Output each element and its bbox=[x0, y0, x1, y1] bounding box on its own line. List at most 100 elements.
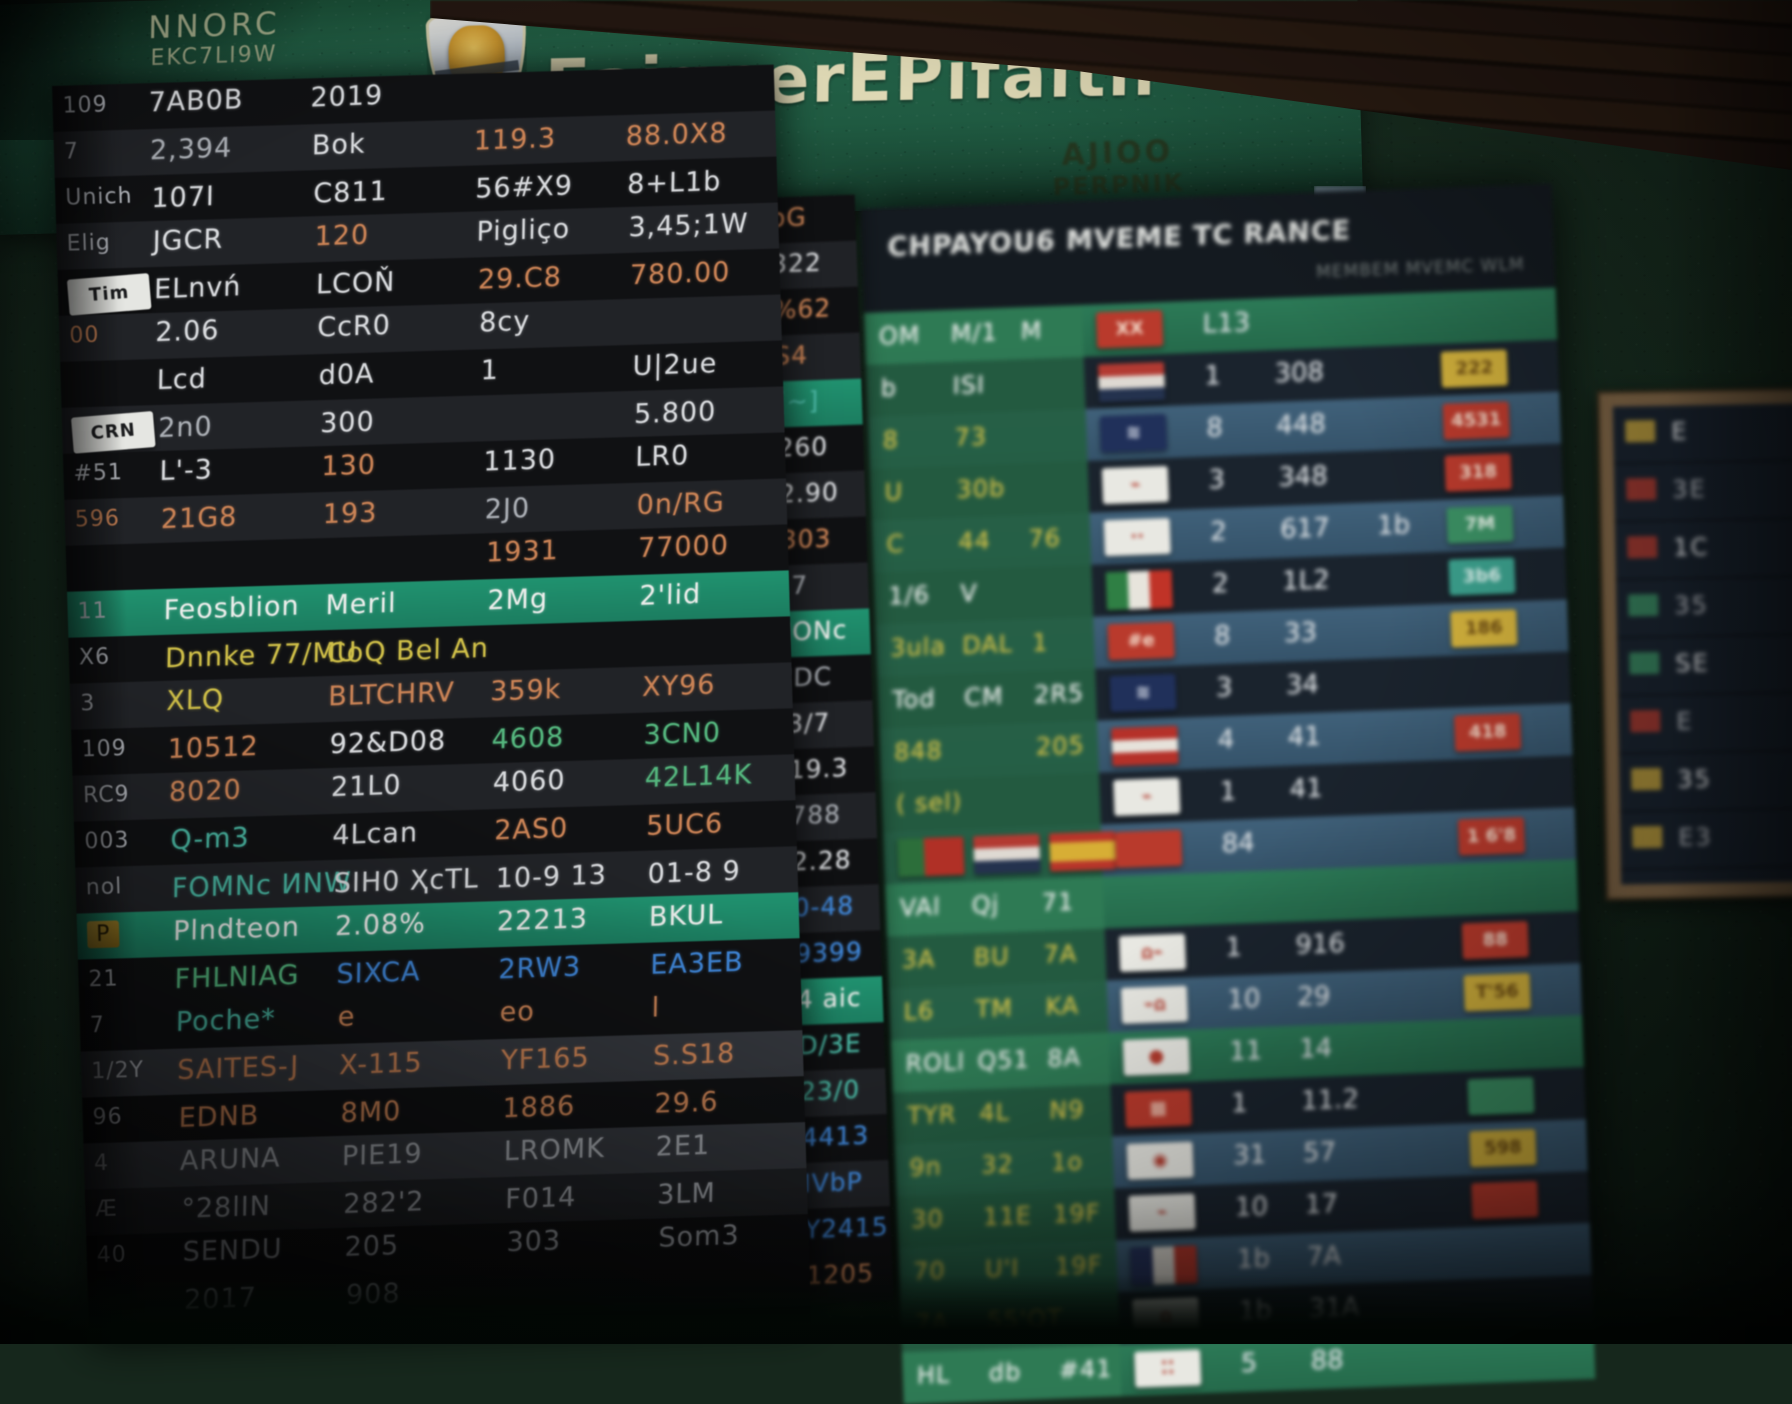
chip-white-icon: ⌁ bbox=[1101, 465, 1170, 505]
odds-number: 5 bbox=[1240, 1348, 1258, 1379]
board-row-label: 21 bbox=[88, 966, 119, 993]
odds-number: 1 bbox=[1204, 360, 1222, 392]
flag-cell bbox=[1097, 362, 1166, 406]
odds-green-token: 44 bbox=[958, 526, 992, 556]
flag-cell bbox=[1105, 569, 1173, 614]
board-cell: 42L14K bbox=[644, 759, 753, 795]
board-cell: 4060 bbox=[492, 764, 566, 799]
wall-note-right: AJIOO PERPNIK bbox=[1051, 134, 1185, 201]
board-cell: 2J0 bbox=[484, 492, 531, 526]
board-cell: 1 bbox=[480, 354, 500, 387]
board-row-label: Unich bbox=[64, 183, 133, 211]
odds-green-token: BU bbox=[973, 942, 1010, 972]
right-panel-title: CHPAYOU6 MVEME TC RANCE bbox=[887, 215, 1352, 264]
middle-column-value: D/3E bbox=[798, 1028, 862, 1061]
board-cell: 0n/RG bbox=[636, 486, 726, 522]
odds-green-token: U bbox=[884, 477, 904, 507]
odds-number: 84 bbox=[1221, 827, 1255, 860]
frame-glyph: E bbox=[1676, 707, 1694, 736]
price-chip-cell bbox=[1467, 1076, 1535, 1119]
framed-picture: E 3E 1C 35 SE E 35 E3 bbox=[1596, 387, 1792, 901]
board-cell: EA3EB bbox=[650, 946, 744, 981]
odds-number: 2 bbox=[1209, 516, 1227, 548]
odds-row-green-cell: b ISI bbox=[865, 356, 1086, 417]
wall-note-top-left: NNORC EKC7LI9W bbox=[148, 6, 281, 72]
frame-chip bbox=[1632, 825, 1663, 849]
board-row-label: CRN bbox=[70, 411, 156, 454]
board-cell: 1931 bbox=[485, 534, 560, 569]
board-cell: 205 bbox=[344, 1230, 400, 1263]
board-cell: 92&D08 bbox=[329, 725, 447, 761]
frame-glyph: E3 bbox=[1678, 822, 1714, 852]
board-cell: 1130 bbox=[483, 444, 557, 478]
odds-green-token: Tod bbox=[891, 684, 936, 715]
flag-nl-icon bbox=[1097, 362, 1166, 403]
board-row-label: 96 bbox=[92, 1104, 123, 1131]
odds-number: L13 bbox=[1202, 307, 1251, 340]
odds-green-token: M bbox=[1020, 316, 1043, 346]
frame-chip bbox=[1628, 593, 1659, 617]
odds-number: 7A bbox=[1306, 1241, 1342, 1273]
odds-number: 1 bbox=[1230, 1088, 1248, 1120]
board-cell: S.S18 bbox=[652, 1037, 736, 1072]
odds-number: 41 bbox=[1287, 721, 1322, 753]
odds-green-token: 9n bbox=[909, 1152, 942, 1182]
chip-green-icon: 7M bbox=[1446, 505, 1514, 544]
middle-column-value: 9399 bbox=[794, 936, 863, 969]
board-cell: eo bbox=[499, 995, 536, 1029]
board-cell: BKUL bbox=[648, 899, 724, 933]
chip-red-icon: 1 6'8 bbox=[1457, 817, 1526, 856]
board-cell: PIE19 bbox=[341, 1138, 423, 1173]
chip-navy-icon: ≋ bbox=[1109, 673, 1177, 713]
board-cell: F014 bbox=[504, 1181, 577, 1216]
odds-green-token: 19F bbox=[1052, 1198, 1101, 1229]
board-cell: 5UC6 bbox=[645, 808, 724, 842]
odds-row-green-cell: U 30b bbox=[869, 460, 1090, 521]
board-cell: 56#X9 bbox=[474, 170, 574, 205]
board-row-label: #51 bbox=[73, 460, 124, 487]
odds-number: 3 bbox=[1215, 672, 1233, 704]
board-cell: Pigliço bbox=[476, 213, 571, 248]
board-row-label: X6 bbox=[78, 644, 111, 671]
board-row-label: RC9 bbox=[82, 782, 130, 809]
price-chip-cell: 222 bbox=[1440, 349, 1508, 388]
chip-white-icon: ·· bbox=[1103, 517, 1171, 557]
chip-white-icon: ⌁ bbox=[1128, 1193, 1196, 1232]
frame-chip bbox=[1625, 419, 1656, 443]
odds-green-token: M/1 bbox=[950, 318, 998, 348]
board-cell: Poche* bbox=[175, 1003, 276, 1039]
board-cell: 4Lcan bbox=[332, 817, 419, 852]
board-cell: SIXCA bbox=[336, 956, 421, 991]
board-cell: 8cy bbox=[478, 305, 531, 339]
chip-red-icon: 318 bbox=[1444, 453, 1512, 492]
frame-glyph: 1C bbox=[1673, 532, 1710, 562]
flag-cell: ⁚⁚ bbox=[1134, 1349, 1202, 1388]
flag-cell bbox=[1115, 829, 1183, 872]
odds-green-token: 11E bbox=[982, 1201, 1032, 1232]
odds-number: 3 bbox=[1208, 464, 1226, 496]
board-cell: L'-3 bbox=[159, 454, 214, 488]
chip-yellow-icon: 598 bbox=[1469, 1128, 1537, 1168]
odds-green-token: #41 bbox=[1058, 1354, 1113, 1385]
board-cell: CoQ Bel An bbox=[326, 632, 490, 670]
price-chip-cell: T'56 bbox=[1463, 973, 1531, 1012]
odds-green-token: 1 bbox=[1031, 628, 1049, 658]
board-cell: 2'lid bbox=[639, 578, 702, 612]
middle-column-value: 2.90 bbox=[778, 477, 839, 509]
board-row-label: 40 bbox=[96, 1242, 128, 1269]
odds-number: 308 bbox=[1274, 357, 1325, 389]
frame-glyph: E bbox=[1671, 417, 1689, 446]
odds-row-green-cell: HL db #41 bbox=[901, 1344, 1122, 1404]
frame-glyph: 35 bbox=[1677, 764, 1713, 794]
board-cell: 2.06 bbox=[155, 314, 220, 349]
middle-column-value: %62 bbox=[772, 293, 832, 325]
board-cell: e bbox=[337, 1001, 356, 1033]
chip-white-icon: ⁚⁚ bbox=[1134, 1349, 1202, 1388]
board-cell: Som3 bbox=[658, 1219, 740, 1254]
chip-red-icon: ▦ bbox=[1124, 1089, 1192, 1128]
frame-chip bbox=[1629, 651, 1660, 675]
board-cell: 1886 bbox=[502, 1090, 576, 1125]
board-cell: Feosblion bbox=[163, 590, 300, 627]
wall-note-line1: NNORC bbox=[147, 5, 281, 47]
price-chip-cell: 318 bbox=[1444, 453, 1512, 492]
